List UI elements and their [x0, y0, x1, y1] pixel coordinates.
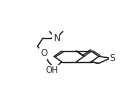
Text: S: S	[109, 54, 115, 63]
Text: N: N	[53, 34, 60, 43]
Text: O: O	[40, 49, 47, 58]
Text: OH: OH	[45, 66, 58, 75]
